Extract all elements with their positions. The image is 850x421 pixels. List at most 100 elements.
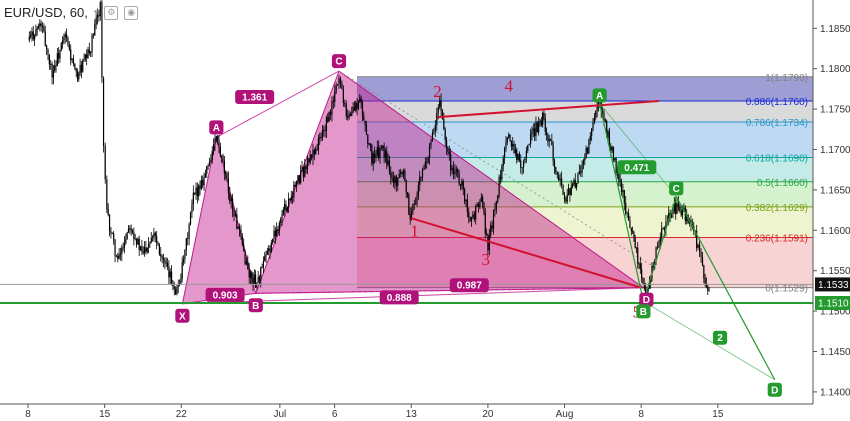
candle-body	[444, 129, 446, 141]
candle-body	[217, 136, 219, 141]
candle-body	[284, 204, 286, 210]
candle-body	[80, 64, 83, 72]
candle-body	[665, 221, 667, 230]
candle-body	[28, 36, 30, 41]
candle-body	[512, 143, 514, 147]
candle-body	[477, 203, 480, 208]
harmonic-pattern	[181, 70, 654, 305]
candle-body	[78, 73, 80, 80]
candle-body	[262, 260, 265, 268]
xabcd-ratio-2: 0.888	[387, 293, 412, 304]
candle-body	[280, 219, 282, 224]
candle-body	[532, 128, 534, 131]
candle-body	[588, 139, 590, 154]
candle-body	[627, 212, 630, 221]
candle-body	[485, 233, 488, 235]
candle-body	[65, 34, 68, 39]
candle-body	[699, 244, 701, 252]
candle-body	[607, 131, 609, 138]
candle-body	[258, 276, 261, 281]
candle-body	[658, 245, 660, 248]
candle-body	[433, 131, 435, 134]
candle-body	[398, 173, 400, 178]
candle-body	[708, 290, 710, 292]
candle-body	[95, 17, 97, 25]
abcd-ratio-0: 0.471	[624, 163, 649, 174]
candle-body	[538, 122, 540, 133]
candle-body	[382, 145, 384, 149]
candle-body	[680, 210, 682, 216]
candle-body	[44, 31, 46, 46]
candle-body	[707, 286, 709, 291]
candle-body	[623, 190, 625, 204]
gear-icon[interactable]: ⚙	[104, 5, 119, 20]
candle-body	[484, 212, 486, 234]
candle-body	[676, 203, 678, 214]
candle-body	[249, 272, 252, 278]
abcd-point-B-bg	[636, 304, 651, 319]
candle-body	[395, 176, 397, 186]
candle-body	[295, 181, 298, 187]
candle-body	[106, 179, 108, 210]
candle-body	[659, 237, 661, 246]
candle-body	[52, 70, 55, 78]
candle-body	[436, 112, 438, 125]
candle-body	[450, 154, 452, 171]
candle-body	[428, 145, 431, 158]
candle-body	[360, 98, 362, 103]
candle-body	[593, 117, 595, 123]
candle-body	[157, 242, 159, 245]
candle-body	[293, 184, 295, 198]
candle-body	[547, 135, 549, 142]
fib-band	[357, 206, 813, 238]
candle-body	[448, 151, 450, 155]
candle-body	[160, 254, 162, 257]
candle-body	[83, 58, 85, 61]
candle-body	[390, 172, 392, 178]
wave-4-label: 4	[504, 76, 513, 95]
candle-body	[273, 230, 275, 239]
candle-body	[312, 149, 314, 158]
candle-body	[606, 120, 608, 138]
candle-body	[110, 231, 112, 234]
candle-body	[92, 34, 95, 36]
candle-body	[297, 175, 299, 182]
candle-body	[319, 137, 321, 139]
candle-body	[691, 224, 693, 226]
xabcd-point-X-bg	[175, 308, 190, 323]
candle-body	[555, 167, 557, 173]
candle-body	[261, 267, 263, 269]
symbol-label[interactable]: EUR/USD, 60,	[4, 5, 88, 20]
chevron-down-icon[interactable]: ▾	[93, 7, 99, 18]
candle-body	[266, 250, 268, 255]
x-tick-label: 20	[482, 409, 494, 420]
candle-body	[552, 145, 554, 161]
abcd-ratio-0-bg	[617, 160, 657, 175]
candle-body	[434, 124, 436, 132]
candle-body	[134, 238, 136, 240]
candle-body	[104, 145, 106, 180]
candle-body	[300, 171, 302, 184]
candle-body	[239, 227, 241, 231]
candle-body	[622, 190, 624, 193]
candles	[28, 0, 710, 310]
candle-body	[430, 141, 432, 146]
candle-body	[233, 210, 235, 216]
candle-body	[348, 113, 350, 118]
candle-body	[531, 130, 533, 135]
support-price-tag: 1.1510	[818, 299, 849, 310]
candle-body	[452, 167, 455, 175]
candle-body	[149, 242, 151, 245]
fib-level-label: 0.886(1.1760)	[746, 97, 808, 108]
candle-body	[244, 250, 246, 265]
candle-body	[420, 176, 422, 178]
candle-body	[338, 78, 340, 85]
last-price-tag-bg	[815, 277, 850, 292]
eye-off-icon[interactable]: ◉	[124, 5, 139, 20]
candle-body	[365, 124, 368, 135]
candle-body	[419, 176, 421, 185]
y-tick-label: 1.1750	[820, 105, 850, 116]
abcd-point-D-bg	[767, 382, 782, 397]
